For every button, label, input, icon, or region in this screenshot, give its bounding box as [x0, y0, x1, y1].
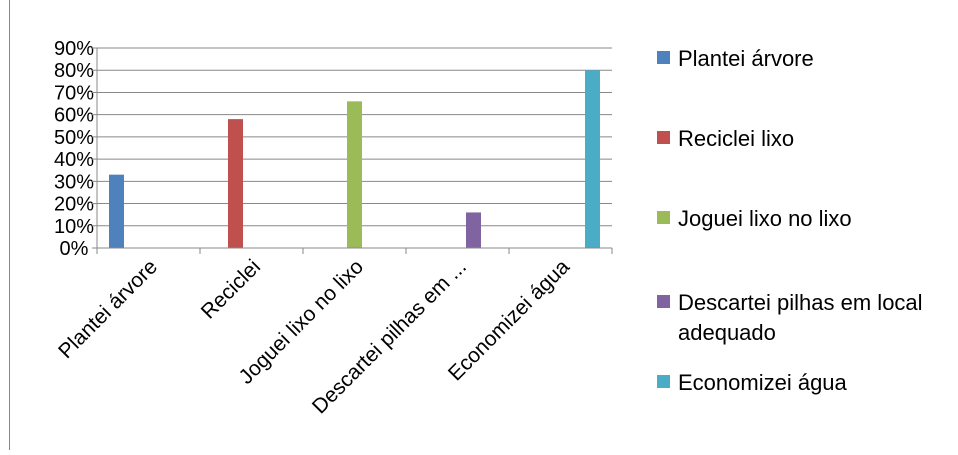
bar	[466, 212, 481, 248]
legend-swatch	[657, 211, 670, 224]
legend-label: Reciclei lixo	[678, 126, 794, 151]
y-tick-label: 60%	[54, 105, 94, 127]
left-border-line	[9, 0, 10, 450]
legend-label: Plantei árvore	[678, 46, 814, 71]
bar	[109, 174, 124, 248]
bar	[347, 101, 362, 248]
bars	[109, 70, 600, 248]
legend-swatch	[657, 131, 670, 144]
x-tick-label: Reciclei	[197, 255, 265, 323]
legend-label: Descartei pilhas em local adequado	[678, 290, 923, 345]
y-tick-label: 70%	[54, 82, 94, 104]
y-tick-label: 50%	[54, 127, 94, 149]
axes	[92, 47, 613, 254]
y-tick-label: 10%	[54, 216, 94, 238]
y-tick-label: 30%	[54, 171, 94, 193]
y-tick-label: 0%	[60, 238, 89, 260]
legend: Plantei árvore Reciclei lixo Joguei lixo n…	[657, 46, 923, 395]
y-tick-label: 80%	[54, 60, 94, 82]
bar	[585, 70, 600, 248]
y-axis-tick-labels: 0%10%20%30%40%50%60%70%80%90%	[54, 38, 94, 260]
y-tick-label: 40%	[54, 149, 94, 171]
legend-swatch	[657, 51, 670, 64]
y-tick-label: 20%	[54, 194, 94, 216]
y-tick-label: 90%	[54, 38, 94, 60]
legend-swatch	[657, 375, 670, 388]
x-tick-label: Plantei árvore	[54, 255, 162, 363]
legend-label: Economizei água	[678, 370, 848, 395]
bar	[228, 119, 243, 248]
legend-label: Joguei lixo no lixo	[678, 206, 852, 231]
legend-swatch	[657, 295, 670, 308]
